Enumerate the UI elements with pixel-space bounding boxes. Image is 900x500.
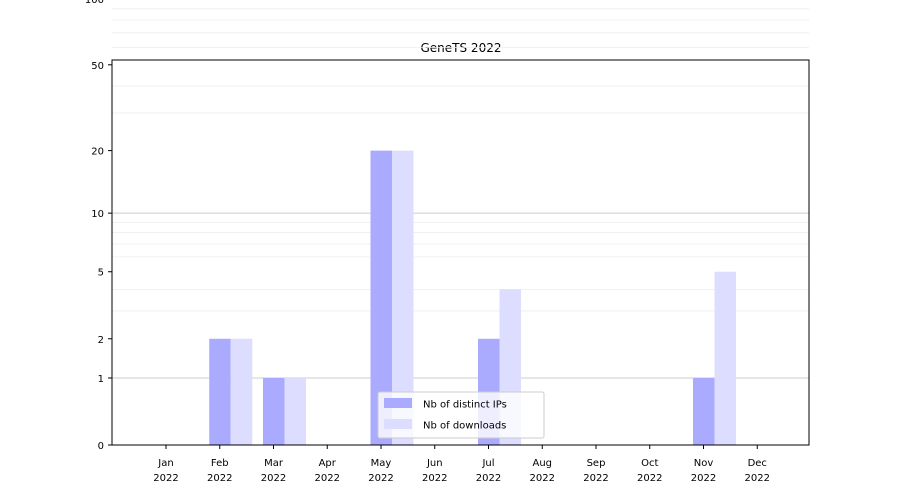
x-tick-label: Dec 2022 [745,458,770,484]
legend-label: Nb of distinct IPs [423,400,507,411]
x-tick-label: Aug 2022 [530,458,555,484]
x-tick-label: Feb 2022 [207,458,232,484]
bar-downloads [284,377,306,445]
legend-label: Nb of downloads [423,421,506,432]
x-tick-label: Oct 2022 [637,458,662,484]
bar-ips [693,377,715,445]
plot-frame [111,59,810,446]
x-tick-label: Jan 2022 [153,458,178,484]
legend-swatch [384,398,412,408]
y-tick-label: 100 [85,0,104,6]
bar-downloads [230,338,253,445]
bar-downloads [392,150,414,445]
x-tick-label: Jun 2022 [422,458,447,484]
y-tick-label: 1 [98,374,104,385]
x-tick-label: Apr 2022 [315,458,340,484]
y-tick-label: 5 [98,268,104,279]
chart-title: GeneTS 2022 [421,41,502,55]
y-tick-label: 2 [98,335,104,346]
bars [209,150,736,445]
x-axis: Jan 2022 Feb 2022 Mar 2022 Apr 2022 May 2022 Jun 20… [153,445,770,484]
bar-ips [209,338,231,445]
bar-downloads [714,271,736,445]
x-tick-label: Nov 2022 [691,458,716,484]
y-axis: 0 1 2 5 10 20 50 100 [85,0,112,452]
legend-box [377,391,545,439]
x-tick-label: Mar 2022 [261,458,286,484]
x-tick-label: Jul 2022 [476,458,501,484]
x-tick-label: May 2022 [368,458,393,484]
y-tick-label: 0 [98,441,104,452]
legend: Nb of distinct IPs Nb of downloads [377,391,545,439]
y-tick-label: 50 [91,61,104,72]
y-tick-label: 20 [91,147,104,158]
legend-swatch [384,419,412,429]
y-tick-label: 10 [91,209,104,220]
x-tick-label: Sep 2022 [583,458,608,484]
bar-ips [263,377,285,445]
bar-ips [370,150,392,445]
grid-lines [112,8,809,379]
